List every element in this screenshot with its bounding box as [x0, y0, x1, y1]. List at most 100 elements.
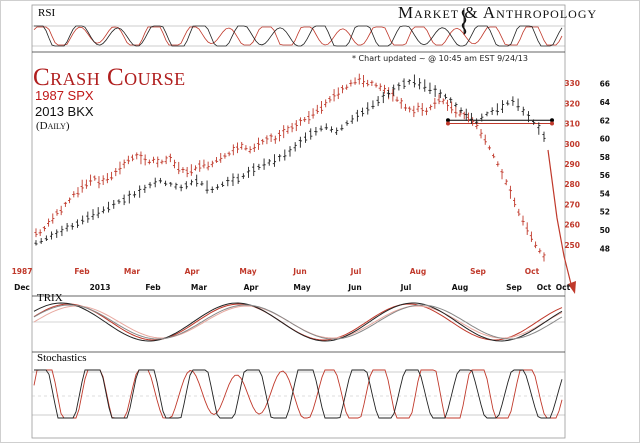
x-tick-2013: Aug — [452, 283, 469, 292]
price-bar — [65, 222, 69, 232]
price-bar — [139, 151, 143, 165]
price-bar — [516, 98, 520, 111]
price-bar — [386, 89, 391, 98]
price-bar — [449, 97, 453, 104]
price-bar — [174, 182, 178, 190]
price-bar — [466, 112, 471, 123]
x-tick-2013: May — [293, 283, 310, 292]
price-bar — [496, 161, 500, 167]
price-bar — [231, 173, 235, 187]
price-bar — [437, 94, 441, 105]
main-frame — [31, 4, 566, 439]
price-bar — [307, 111, 311, 124]
x-tick-1987: 1987 — [12, 267, 33, 276]
price-bar — [402, 78, 406, 89]
price-bar — [487, 145, 492, 151]
rsi-line-1987 — [33, 26, 563, 46]
price-bar — [112, 199, 116, 209]
price-bar — [412, 74, 417, 88]
trix-line-2013-b — [33, 304, 563, 340]
price-bar — [490, 107, 494, 115]
rsi-panel — [33, 25, 563, 47]
price-bar — [361, 75, 366, 88]
price-bar — [236, 173, 240, 184]
price-bar — [311, 108, 315, 119]
price-bar — [252, 163, 256, 177]
reference-level-dot-left — [446, 121, 450, 126]
price-bar — [76, 187, 80, 198]
price-bar — [39, 238, 43, 244]
trix-label: TRIX — [37, 292, 63, 304]
price-bar — [169, 181, 173, 187]
y-tick-2013: 54 — [600, 189, 610, 198]
price-bar — [350, 114, 354, 124]
price-bar — [480, 113, 484, 122]
trix-panel — [33, 302, 563, 342]
price-bar — [118, 161, 122, 175]
price-bar — [151, 156, 156, 164]
price-bar — [303, 132, 308, 143]
x-tick-1987: Mar — [124, 267, 141, 276]
price-bar — [261, 138, 265, 145]
price-bar — [294, 120, 298, 132]
price-bar — [360, 107, 365, 117]
price-bar — [163, 180, 168, 187]
y-tick-2013: 56 — [600, 171, 610, 180]
price-bar — [416, 102, 420, 113]
x-tick-1987: Feb — [74, 267, 90, 276]
trix-line-2013-a — [33, 302, 563, 342]
price-bar — [193, 165, 198, 171]
price-bar — [433, 97, 437, 109]
price-bar — [441, 98, 445, 105]
x-tick-2013: Feb — [145, 283, 161, 292]
y-tick-1987: 290 — [564, 160, 580, 169]
price-bar — [290, 122, 294, 133]
price-bar — [67, 197, 72, 204]
x-tick-2013: Oct — [537, 283, 552, 292]
y-tick-1987: 310 — [564, 120, 580, 129]
price-bar — [143, 154, 147, 166]
y-tick-2013: 60 — [600, 135, 610, 144]
price-bar — [517, 208, 521, 217]
price-bar — [288, 146, 292, 157]
price-bar — [72, 191, 76, 198]
price-bar — [202, 159, 206, 169]
price-bar — [267, 158, 271, 166]
reference-level-dot-right — [550, 118, 554, 123]
price-bar — [340, 124, 344, 131]
price-bar — [132, 191, 137, 198]
price-bar — [127, 190, 131, 204]
price-bar — [408, 106, 412, 113]
price-bar — [511, 96, 515, 106]
price-bar — [412, 105, 416, 118]
y-tick-1987: 280 — [564, 180, 580, 189]
price-bar — [227, 151, 231, 157]
price-bar — [273, 135, 277, 144]
price-bar — [542, 131, 546, 142]
x-tick-1987: Aug — [410, 267, 427, 276]
price-bar — [293, 142, 297, 152]
price-bar — [88, 174, 93, 186]
price-bar — [335, 127, 339, 135]
brand-logo-icon — [461, 8, 467, 35]
price-bar — [500, 100, 505, 113]
x-tick-2013: Jun — [347, 283, 361, 292]
price-bar — [101, 175, 105, 185]
price-bar — [332, 89, 336, 102]
price-bar — [381, 91, 385, 104]
price-bar — [521, 106, 525, 116]
price-bar — [537, 122, 541, 135]
x-tick-1987: Jun — [292, 267, 306, 276]
x-tick-1987: Sep — [470, 267, 486, 276]
price-bar — [122, 159, 126, 169]
y-tick-2013: 64 — [600, 98, 610, 107]
price-bar — [283, 149, 287, 161]
stochastics-label: Stochastics — [37, 352, 87, 364]
price-bar — [200, 180, 204, 186]
price-bar — [60, 225, 64, 237]
x-tick-1987: Jul — [350, 267, 362, 276]
crash-arrow-line — [547, 149, 573, 289]
price-bar — [319, 125, 323, 132]
price-bar — [454, 105, 458, 118]
